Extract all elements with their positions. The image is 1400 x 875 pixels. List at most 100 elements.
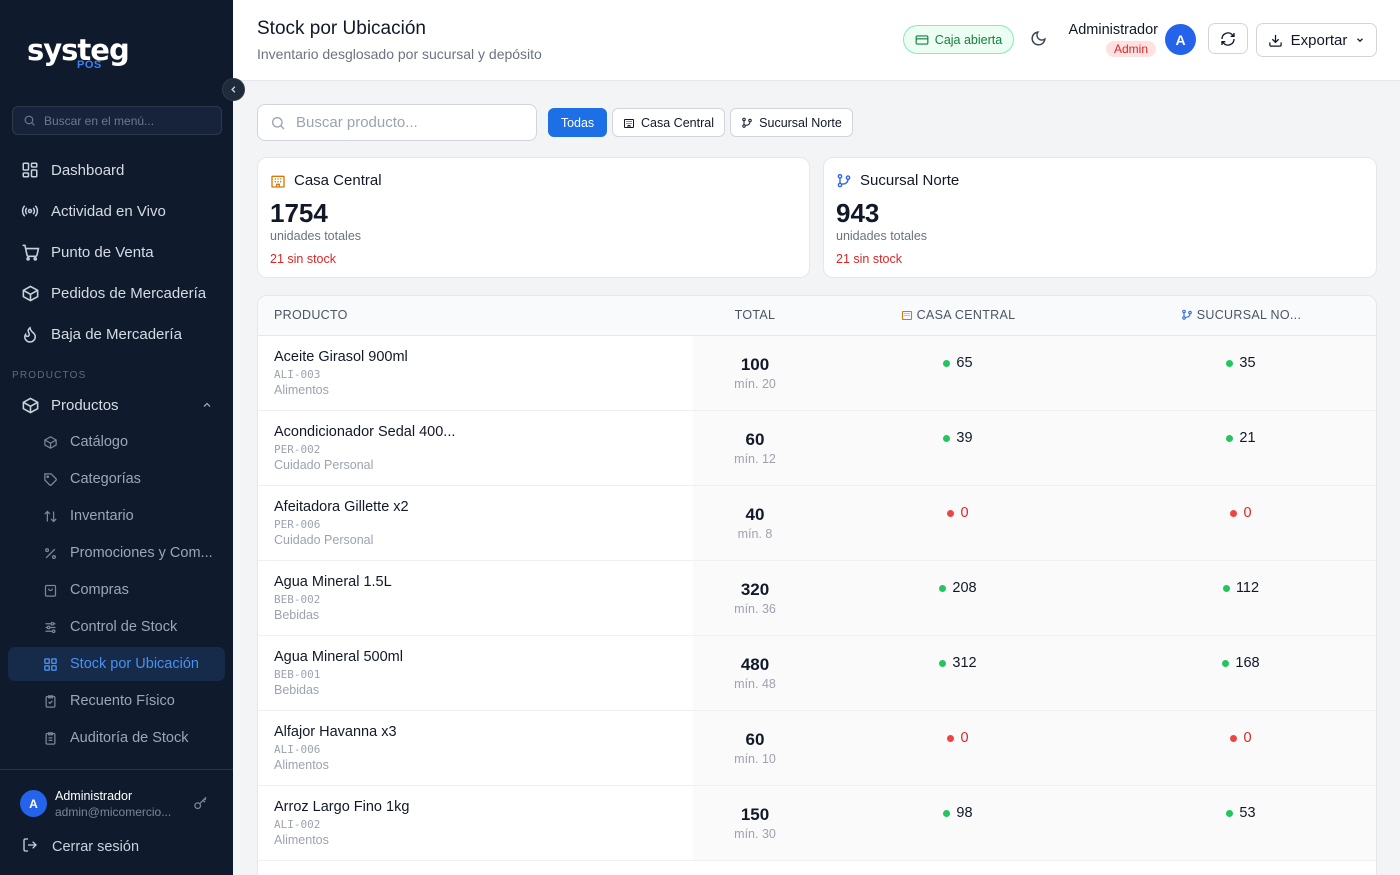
column-header-producto[interactable]: PRODUCTO bbox=[274, 308, 348, 322]
nav-sub-label: Categorías bbox=[70, 471, 141, 487]
chip-label: Casa Central bbox=[641, 115, 714, 130]
status-dot bbox=[943, 809, 951, 817]
menu-search-input[interactable]: Buscar en el menú... bbox=[12, 106, 222, 135]
column-label: CASA CENTRAL bbox=[916, 308, 1016, 322]
column-header-casa-central[interactable]: CASA CENTRAL bbox=[898, 308, 1018, 322]
product-category: Alimentos bbox=[274, 758, 329, 772]
git-branch-icon bbox=[742, 117, 752, 128]
nav-catalogo[interactable]: Catálogo bbox=[8, 426, 225, 458]
product-category: Cuidado Personal bbox=[274, 458, 374, 472]
table-row[interactable]: Arroz Largo Fino 1kg ALI-002 Alimentos 150 m… bbox=[258, 786, 1376, 861]
nav-pedidos[interactable]: Pedidos de Mercadería bbox=[8, 276, 225, 310]
product-name: Acondicionador Sedal 400... bbox=[274, 424, 456, 440]
column-header-total[interactable]: TOTAL bbox=[695, 308, 815, 322]
nav-inventario[interactable]: Inventario bbox=[8, 500, 225, 532]
nav-productos-group[interactable]: Productos bbox=[8, 388, 225, 422]
header-avatar[interactable]: A bbox=[1165, 24, 1196, 55]
status-dot bbox=[947, 734, 955, 742]
product-name: Aceite Girasol 900ml bbox=[274, 349, 408, 365]
product-search-input[interactable]: Buscar producto... bbox=[257, 104, 537, 141]
qty-sucursal-norte: 21 bbox=[1181, 430, 1301, 446]
building-icon bbox=[901, 310, 912, 321]
refresh-button[interactable] bbox=[1208, 23, 1248, 54]
git-branch-icon bbox=[837, 173, 851, 187]
qty-value: 53 bbox=[1239, 805, 1256, 821]
column-header-sucursal-norte[interactable]: SUCURSAL NO... bbox=[1176, 308, 1306, 322]
row-shade bbox=[693, 486, 1376, 560]
logout-label: Cerrar sesión bbox=[52, 839, 140, 855]
status-dot bbox=[1230, 734, 1238, 742]
row-shade bbox=[693, 561, 1376, 635]
product-search-placeholder: Buscar producto... bbox=[296, 114, 418, 131]
flame-icon bbox=[20, 324, 40, 344]
table-row[interactable]: Agua Mineral 500ml BEB-001 Bebidas 480 mín. … bbox=[258, 636, 1376, 711]
status-dot bbox=[943, 434, 951, 442]
clipboard-list-icon bbox=[42, 730, 58, 746]
product-min: mín. 30 bbox=[734, 827, 776, 841]
nav-actividad[interactable]: Actividad en Vivo bbox=[8, 194, 225, 228]
brand-logo[interactable]: systeg POS bbox=[27, 30, 137, 76]
nav-compras[interactable]: Compras bbox=[8, 574, 225, 606]
refresh-icon bbox=[1221, 31, 1235, 46]
table-row[interactable]: Afeitadora Gillette x2 PER-006 Cuidado Per… bbox=[258, 486, 1376, 561]
export-button[interactable]: Exportar bbox=[1256, 23, 1377, 57]
nav-promociones[interactable]: Promociones y Com... bbox=[8, 537, 225, 569]
nav-sub-label: Stock por Ubicación bbox=[70, 656, 199, 672]
key-icon[interactable] bbox=[193, 796, 208, 816]
avatar[interactable]: A bbox=[20, 790, 47, 817]
filter-chip-casa-central[interactable]: Casa Central bbox=[612, 108, 725, 137]
qty-value: 65 bbox=[956, 355, 973, 371]
product-total: 100 bbox=[740, 355, 770, 374]
sort-arrows-icon bbox=[42, 508, 58, 524]
nav-baja[interactable]: Baja de Mercadería bbox=[8, 317, 225, 351]
logout-button[interactable]: Cerrar sesión bbox=[22, 837, 139, 857]
nav-punto-venta[interactable]: Punto de Venta bbox=[8, 235, 225, 269]
qty-casa-central: 312 bbox=[898, 655, 1018, 671]
chevron-down-icon bbox=[1357, 38, 1364, 43]
qty-value: 0 bbox=[960, 730, 969, 746]
card-total-label: unidades totales bbox=[836, 229, 928, 243]
nav-dashboard[interactable]: Dashboard bbox=[8, 153, 225, 187]
status-dot bbox=[1226, 809, 1234, 817]
header-user-name: Administrador bbox=[1068, 22, 1158, 38]
filter-chip-sucursal-norte[interactable]: Sucursal Norte bbox=[730, 108, 853, 137]
nav-auditoria[interactable]: Auditoría de Stock bbox=[8, 722, 225, 754]
tag-icon bbox=[42, 471, 58, 487]
brand-name: systeg bbox=[27, 33, 130, 67]
stock-table: PRODUCTO TOTAL CASA CENTRAL SUCURSAL NO.… bbox=[257, 295, 1377, 875]
footer-user-name: Administrador bbox=[55, 789, 133, 803]
page-subtitle: Inventario desglosado por sucursal y dep… bbox=[257, 46, 542, 62]
filter-chip-todas[interactable]: Todas bbox=[548, 108, 607, 137]
qty-value: 0 bbox=[1243, 730, 1252, 746]
chip-label: Sucursal Norte bbox=[759, 115, 842, 130]
card-total: 943 bbox=[836, 198, 880, 228]
product-category: Alimentos bbox=[274, 383, 329, 397]
table-row[interactable]: Aceite Girasol 900ml ALI-003 Alimentos 100 m… bbox=[258, 336, 1376, 411]
search-icon bbox=[272, 116, 285, 129]
location-card-sucursal-norte[interactable]: Sucursal Norte 943 unidades totales 21 s… bbox=[823, 157, 1377, 278]
nav-sub-label: Promociones y Com... bbox=[70, 545, 213, 561]
product-sku: PER-002 bbox=[274, 443, 321, 456]
moon-icon[interactable] bbox=[1030, 30, 1047, 52]
card-total-label: unidades totales bbox=[270, 229, 362, 243]
box-icon bbox=[20, 395, 40, 415]
product-min: mín. 10 bbox=[734, 752, 776, 766]
sidebar-collapse-button[interactable] bbox=[222, 78, 245, 101]
card-title: Casa Central bbox=[270, 172, 382, 189]
page-title: Stock por Ubicación bbox=[257, 18, 426, 39]
caja-status-badge[interactable]: Caja abierta bbox=[903, 25, 1014, 54]
table-row[interactable]: Acondicionador Sedal 400... PER-002 Cuidad… bbox=[258, 411, 1376, 486]
nav-label: Punto de Venta bbox=[51, 243, 154, 261]
nav-stock-ubicacion[interactable]: Stock por Ubicación bbox=[8, 647, 225, 681]
nav-categorias[interactable]: Categorías bbox=[8, 463, 225, 495]
table-row[interactable]: Alfajor Havanna x3 ALI-006 Alimentos 60 mín.… bbox=[258, 711, 1376, 786]
column-label: SUCURSAL NO... bbox=[1196, 308, 1302, 322]
percent-icon bbox=[42, 545, 58, 561]
nav-control-stock[interactable]: Control de Stock bbox=[8, 611, 225, 643]
nav-recuento[interactable]: Recuento Físico bbox=[8, 685, 225, 717]
nav-label: Productos bbox=[51, 396, 119, 414]
location-card-casa-central[interactable]: Casa Central 1754 unidades totales 21 si… bbox=[257, 157, 810, 278]
status-dot bbox=[1226, 359, 1234, 367]
table-row[interactable]: Agua Mineral 1.5L BEB-002 Bebidas 320 mín. 3… bbox=[258, 561, 1376, 636]
chevron-left-icon bbox=[231, 86, 236, 93]
